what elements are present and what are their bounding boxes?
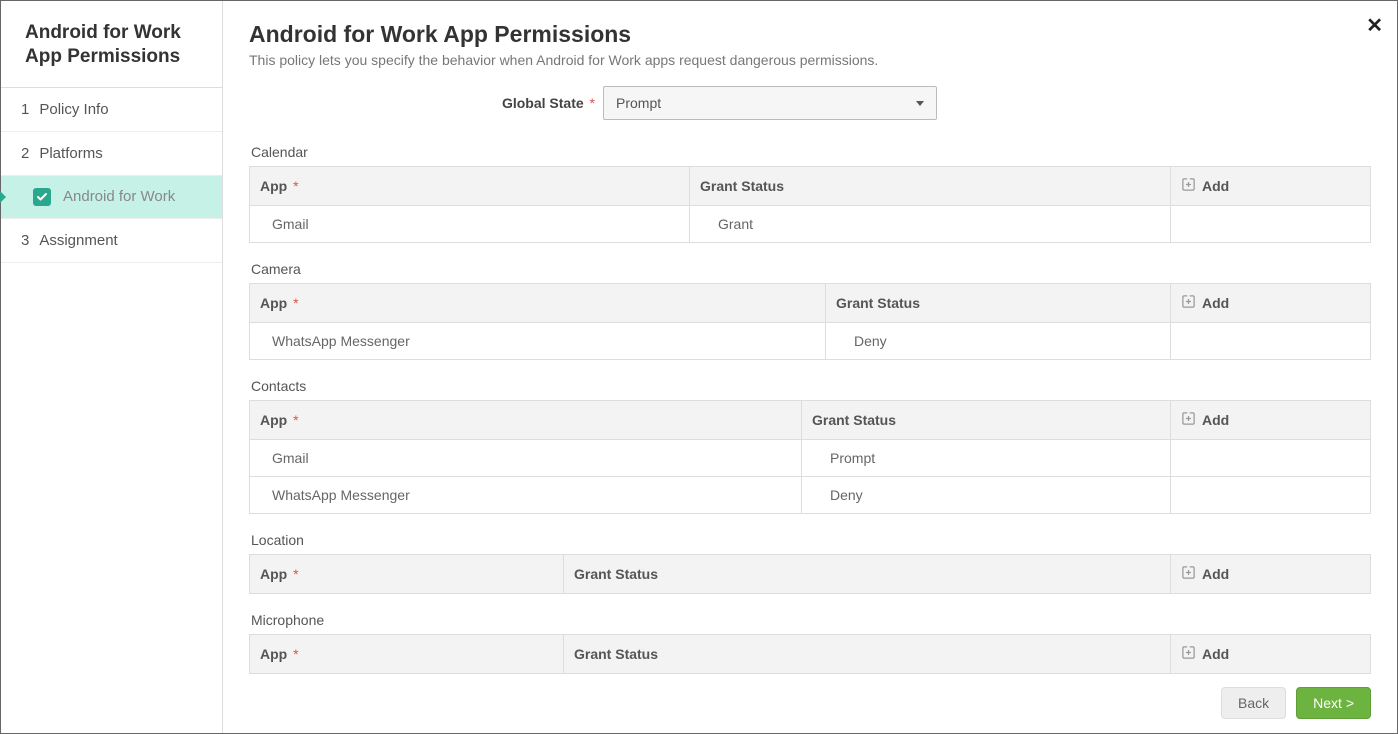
permission-section: Camera App *Grant Status Add WhatsApp Messe… — [249, 261, 1371, 360]
permission-table: App *Grant Status Add — [249, 634, 1371, 674]
main-panel: ✕ Android for Work App Permissions This … — [223, 1, 1397, 733]
add-button[interactable]: Add — [1171, 635, 1371, 674]
permission-sections: CalendarApp *Grant StatusAddGmailGrantCa… — [249, 144, 1371, 675]
permission-section: Microphone App *Grant Status Add — [249, 612, 1371, 674]
app-cell: Gmail — [250, 440, 802, 477]
section-title: Calendar — [249, 144, 1371, 160]
status-cell: Deny — [826, 323, 1171, 360]
row-actions-cell — [1171, 440, 1371, 477]
column-header-status: Grant Status — [690, 167, 1171, 206]
dropdown-value: Prompt — [616, 95, 661, 111]
add-button[interactable]: Add — [1171, 401, 1371, 440]
add-button[interactable]: Add — [1171, 555, 1371, 594]
dialog-container: Android for Work App Permissions 1 Polic… — [0, 0, 1398, 734]
add-button[interactable]: Add — [1171, 167, 1371, 206]
permission-table: App *Grant Status Add — [249, 554, 1371, 594]
back-button[interactable]: Back — [1221, 687, 1286, 719]
app-cell: WhatsApp Messenger — [250, 477, 802, 514]
table-row[interactable]: GmailPrompt — [250, 440, 1371, 477]
permission-section: Calendar App *Grant Status Add GmailGrant — [249, 144, 1371, 243]
add-icon — [1181, 645, 1196, 663]
table-row[interactable]: WhatsApp MessengerDeny — [250, 477, 1371, 514]
global-state-dropdown[interactable]: Prompt — [603, 86, 937, 120]
add-icon — [1181, 177, 1196, 195]
status-cell: Prompt — [802, 440, 1171, 477]
column-header-status: Grant Status — [826, 284, 1171, 323]
section-title: Microphone — [249, 612, 1371, 628]
sidebar-item-platforms[interactable]: 2 Platforms — [1, 132, 222, 176]
add-label: Add — [1202, 295, 1229, 311]
add-button[interactable]: Add — [1171, 284, 1371, 323]
sidebar: Android for Work App Permissions 1 Polic… — [1, 1, 223, 733]
table-row[interactable]: GmailGrant — [250, 206, 1371, 243]
step-number: 3 — [21, 232, 29, 249]
footer: Back Next > — [249, 675, 1371, 719]
row-actions-cell — [1171, 323, 1371, 360]
step-number: 1 — [21, 101, 29, 118]
row-actions-cell — [1171, 477, 1371, 514]
add-label: Add — [1202, 566, 1229, 582]
next-button[interactable]: Next > — [1296, 687, 1371, 719]
step-label: Platforms — [39, 145, 102, 162]
add-label: Add — [1202, 646, 1229, 662]
checkmark-icon — [33, 188, 51, 206]
column-header-status: Grant Status — [564, 635, 1171, 674]
status-cell: Grant — [690, 206, 1171, 243]
column-header-app: App * — [250, 555, 564, 594]
add-label: Add — [1202, 178, 1229, 194]
permission-table: App *Grant Status Add WhatsApp MessengerDe… — [249, 283, 1371, 360]
add-label: Add — [1202, 412, 1229, 428]
column-header-status: Grant Status — [802, 401, 1171, 440]
column-header-app: App * — [250, 284, 826, 323]
step-label: Policy Info — [39, 101, 108, 118]
section-title: Camera — [249, 261, 1371, 277]
column-header-app: App * — [250, 635, 564, 674]
step-number: 2 — [21, 145, 29, 162]
global-state-label: Global State * — [277, 95, 603, 111]
chevron-down-icon — [916, 101, 924, 106]
column-header-app: App * — [250, 167, 690, 206]
sidebar-item-policy-info[interactable]: 1 Policy Info — [1, 88, 222, 132]
permission-table: App *Grant Status Add GmailPromptWhatsApp … — [249, 400, 1371, 514]
permission-section: Contacts App *Grant Status Add GmailPromptW… — [249, 378, 1371, 514]
app-cell: Gmail — [250, 206, 690, 243]
row-actions-cell — [1171, 206, 1371, 243]
permission-section: Location App *Grant Status Add — [249, 532, 1371, 594]
status-cell: Deny — [802, 477, 1171, 514]
sidebar-title: Android for Work App Permissions — [1, 1, 222, 88]
global-state-row: Global State * Prompt — [249, 86, 1371, 120]
sidebar-subitem-android-for-work[interactable]: Android for Work — [1, 176, 222, 219]
step-label: Assignment — [39, 232, 117, 249]
close-icon[interactable]: ✕ — [1366, 13, 1383, 38]
section-title: Location — [249, 532, 1371, 548]
permission-table: App *Grant Status Add GmailGrant — [249, 166, 1371, 243]
add-icon — [1181, 294, 1196, 312]
sidebar-item-assignment[interactable]: 3 Assignment — [1, 219, 222, 263]
table-row[interactable]: WhatsApp MessengerDeny — [250, 323, 1371, 360]
required-asterisk: * — [586, 95, 595, 111]
page-title: Android for Work App Permissions — [249, 21, 1371, 48]
app-cell: WhatsApp Messenger — [250, 323, 826, 360]
subitem-label: Android for Work — [63, 188, 175, 205]
section-title: Contacts — [249, 378, 1371, 394]
column-header-app: App * — [250, 401, 802, 440]
add-icon — [1181, 411, 1196, 429]
add-icon — [1181, 565, 1196, 583]
page-subtitle: This policy lets you specify the behavio… — [249, 52, 1371, 68]
column-header-status: Grant Status — [564, 555, 1171, 594]
